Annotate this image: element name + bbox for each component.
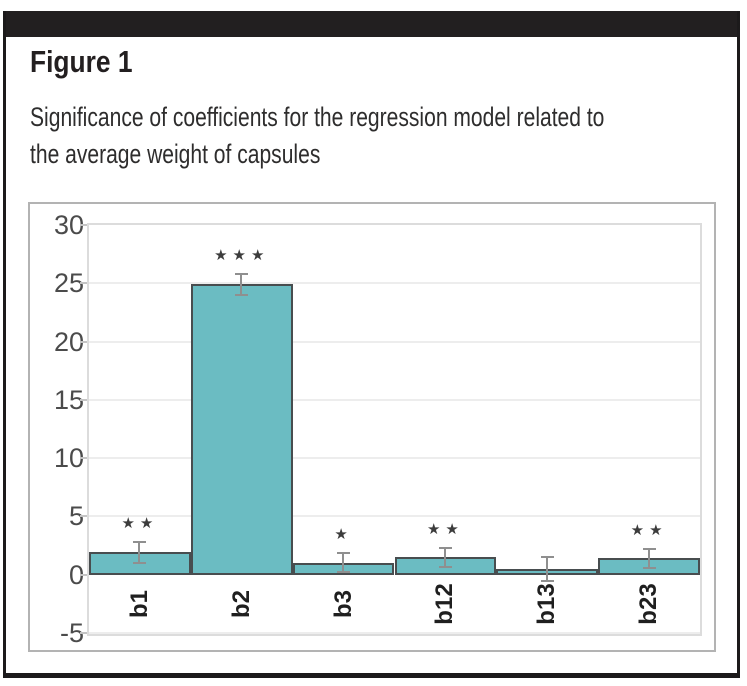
figure-caption-line2: the average weight of capsules bbox=[30, 139, 321, 169]
y-tick-label: 20 bbox=[53, 326, 84, 357]
error-bar-b3 bbox=[337, 552, 351, 574]
y-tick-mark bbox=[80, 224, 87, 226]
error-bar-stem bbox=[647, 549, 650, 567]
error-bar-stem bbox=[443, 548, 446, 566]
error-bar-b13 bbox=[540, 555, 554, 582]
y-tick-label: -5 bbox=[59, 617, 84, 648]
error-bar-b1 bbox=[133, 540, 147, 565]
y-tick-label: 0 bbox=[68, 559, 84, 590]
error-bar-b23 bbox=[642, 547, 656, 569]
gridline-y5 bbox=[89, 515, 700, 518]
y-tick-mark bbox=[80, 573, 87, 576]
y-tick-label: 15 bbox=[53, 384, 84, 415]
gridline-y20 bbox=[89, 340, 700, 343]
y-tick-mark bbox=[80, 340, 87, 343]
figure-caption-line1: Significance of coefficients for the reg… bbox=[30, 102, 605, 132]
significance-stars-b2: ★★★ bbox=[214, 246, 270, 264]
figure-header-band bbox=[3, 11, 740, 37]
y-tick-mark bbox=[80, 282, 87, 285]
plot-area: ★★ b1 ★★★ b2 ★ b3 ★★ b12 b13 ★★ b23 bbox=[87, 223, 702, 636]
x-tick-label-b1: b1 bbox=[125, 589, 153, 618]
y-tick-mark bbox=[80, 631, 87, 634]
gridline-y15 bbox=[89, 398, 700, 401]
error-bar-stem bbox=[342, 554, 345, 572]
significance-stars-b12: ★★ bbox=[426, 520, 464, 538]
figure-caption: Significance of coefficients for the reg… bbox=[30, 99, 730, 173]
figure-label: Figure 1 bbox=[30, 44, 151, 80]
gridline-y-5 bbox=[89, 631, 700, 634]
error-bar-stem bbox=[138, 542, 141, 563]
error-bar-b12 bbox=[438, 546, 452, 568]
y-tick-label: 25 bbox=[53, 268, 84, 299]
x-tick-label-b2: b2 bbox=[227, 589, 255, 618]
bar-chart: 30 25 20 15 10 5 0 -5 ★★ b1 ★★★ b2 ★ b3 ★★ b12 b13 ★★ b23 bbox=[28, 202, 716, 652]
significance-stars-b3: ★ bbox=[334, 526, 353, 544]
error-bar-b2 bbox=[235, 272, 249, 297]
x-tick-label-b23: b23 bbox=[635, 582, 663, 625]
x-tick-label-b12: b12 bbox=[431, 582, 459, 625]
figure-label-text: Figure 1 bbox=[30, 44, 133, 79]
significance-stars-b23: ★★ bbox=[630, 521, 668, 539]
x-tick-label-b3: b3 bbox=[329, 589, 357, 618]
gridline-y10 bbox=[89, 457, 700, 460]
y-tick-mark bbox=[80, 457, 87, 460]
y-tick-label: 10 bbox=[53, 443, 84, 474]
gridline-y25 bbox=[89, 282, 700, 285]
significance-stars-b1: ★★ bbox=[121, 514, 159, 532]
x-tick-label-b13: b13 bbox=[533, 582, 561, 625]
bar-b2 bbox=[190, 284, 293, 575]
y-tick-mark bbox=[80, 398, 87, 401]
error-bar-stem bbox=[545, 557, 548, 580]
y-tick-mark bbox=[80, 515, 87, 518]
error-bar-stem bbox=[240, 274, 243, 295]
y-tick-label: 5 bbox=[68, 501, 84, 532]
y-tick-label: 30 bbox=[53, 210, 84, 240]
